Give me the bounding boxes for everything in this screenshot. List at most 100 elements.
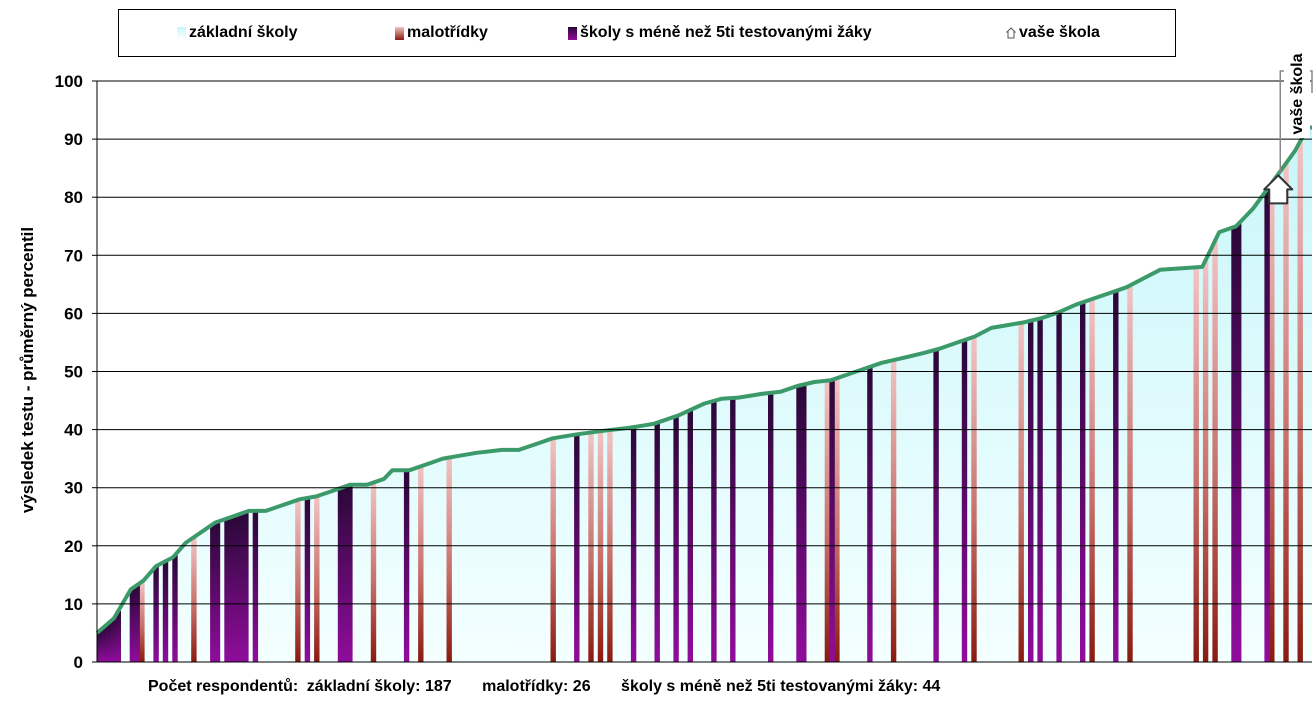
bar-malotridka (597, 431, 604, 662)
bar-malotridka (446, 457, 452, 662)
bar-mala-skola (347, 484, 353, 662)
bar-mala-skola (933, 349, 939, 662)
bar-mala-skola (1037, 318, 1043, 662)
footer-zs: základní školy: 187 (306, 678, 452, 695)
bar-malotridka (588, 432, 594, 662)
your-school-label: vaše škola (1289, 53, 1306, 134)
bar-mala-skola (342, 486, 348, 662)
y-axis-label: výsledek testu - průměrný percentil (18, 226, 37, 514)
y-tick-label: 80 (64, 188, 83, 207)
bar-mala-skola (210, 524, 216, 662)
bar-mala-skola (1231, 227, 1237, 662)
bar-malotridka (1212, 240, 1218, 662)
bar-mala-skola (106, 622, 112, 662)
y-tick-label: 10 (64, 595, 83, 614)
bar-mala-skola (252, 510, 259, 662)
bar-malotridka (1202, 260, 1209, 662)
bar-mala-skola (730, 398, 736, 662)
y-tick-label: 70 (64, 246, 83, 265)
bar-mala-skola (304, 498, 311, 662)
footer-malo: malotřídky: 26 (482, 678, 591, 695)
bar-mala-skola (1113, 290, 1119, 662)
y-tick-label: 40 (64, 421, 83, 440)
legend-item-your-school: vaše škola (1006, 24, 1100, 42)
footer-lead: Počet respondentů: (148, 678, 299, 695)
bar-malotridka (295, 499, 301, 662)
bar-mala-skola (233, 515, 240, 662)
bar-mala-skola (115, 610, 121, 662)
bar-mala-skola (654, 422, 660, 662)
bar-mala-skola (796, 385, 802, 662)
bar-mala-skola (1264, 189, 1270, 663)
y-tick-label: 0 (74, 653, 83, 672)
bar-mala-skola (162, 561, 169, 662)
bar-mala-skola (101, 626, 107, 662)
legend-label: základní školy (189, 24, 298, 41)
swatch-purple-gradient-icon (568, 26, 577, 40)
bar-malotridka (191, 537, 197, 662)
bar-mala-skola (768, 392, 774, 662)
bar-mala-skola (829, 379, 835, 662)
swatch-light-cyan-icon (177, 26, 186, 40)
bar-malotridka (824, 380, 831, 662)
bar-mala-skola (238, 513, 244, 662)
bar-mala-skola (867, 366, 873, 662)
y-tick-label: 60 (64, 304, 83, 323)
bar-malotridka (834, 378, 840, 662)
legend-label: školy s méně než 5ti testovanými žáky (580, 24, 872, 41)
bar-mala-skola (687, 410, 693, 662)
bar-mala-skola (961, 340, 968, 662)
swatch-pink-gradient-icon (395, 26, 404, 40)
bar-malotridka (1193, 267, 1199, 662)
legend: základní školy malotřídky školy s méně n… (118, 9, 1176, 57)
bar-mala-skola (229, 516, 235, 662)
bar-mala-skola (801, 384, 807, 662)
curve-line (95, 125, 1312, 635)
bar-malotridka (314, 496, 320, 662)
bar-mala-skola (96, 630, 102, 662)
legend-item-zakladni: základní školy (177, 24, 298, 42)
bar-mala-skola (574, 434, 580, 662)
bar-mala-skola (711, 400, 717, 662)
y-tick-label: 100 (55, 72, 83, 91)
bar-malotridka (1089, 299, 1095, 662)
bar-mala-skola (129, 588, 136, 662)
bar-malotridka (370, 482, 377, 662)
y-tick-label: 20 (64, 537, 83, 556)
y-tick-label: 30 (64, 479, 83, 498)
legend-label: malotřídky (407, 24, 488, 41)
bar-malotridka (1127, 285, 1133, 662)
bar-malotridka (971, 336, 977, 662)
bar-mala-skola (172, 555, 178, 662)
y-tick-label: 90 (64, 130, 83, 149)
legend-label: vaše škola (1019, 24, 1100, 41)
bar-mala-skola (153, 566, 159, 662)
bar-malotridka (1283, 163, 1289, 663)
bar-mala-skola (630, 427, 637, 662)
axes: 0 10 20 30 40 50 60 70 80 90 100 vaše škola (55, 50, 1313, 672)
y-tick-label: 50 (64, 363, 83, 382)
house-icon (1263, 174, 1294, 205)
bar-malotridka (1018, 322, 1024, 662)
respondent-counts: Počet respondentů: základní školy: 187 m… (148, 678, 944, 696)
legend-item-malotridky: malotřídky (395, 24, 488, 42)
house-icon (1006, 27, 1016, 39)
legend-item-small-schools: školy s méně než 5ti testovanými žáky (568, 24, 872, 42)
bar-mala-skola (110, 618, 117, 662)
bar-mala-skola (337, 488, 344, 662)
bar-malotridka (1269, 182, 1275, 663)
bar-mala-skola (1028, 320, 1034, 662)
bar-mala-skola (403, 470, 410, 662)
footer-small: školy s méně než 5ti testovanými žáky: 4… (621, 678, 941, 695)
bar-malotridka (1297, 141, 1303, 662)
bar-mala-skola (134, 584, 140, 662)
bar-mala-skola (1056, 312, 1062, 662)
area-zakladni-skoly (97, 127, 1312, 662)
bar-mala-skola (673, 416, 679, 662)
bar-malotridka (139, 581, 145, 662)
bar-mala-skola (1080, 302, 1086, 662)
bar-mala-skola (224, 518, 230, 662)
bar-malotridka (550, 438, 556, 662)
bar-mala-skola (214, 521, 221, 662)
